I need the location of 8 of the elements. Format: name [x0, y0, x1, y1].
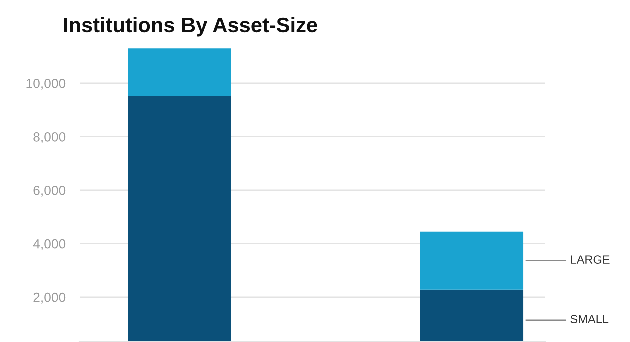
y-tick-label: 8,000	[34, 132, 66, 144]
y-tick-label: 6,000	[34, 186, 66, 197]
text: LARGE	[571, 256, 610, 264]
y-tick-label: 2,000	[34, 292, 66, 304]
text: SMALL	[570, 315, 609, 324]
y-tick-label: 4,000	[33, 239, 66, 250]
y-tick-label: 10,000	[26, 79, 66, 90]
chart-title: Institutions By Asset-Size	[64, 17, 318, 37]
